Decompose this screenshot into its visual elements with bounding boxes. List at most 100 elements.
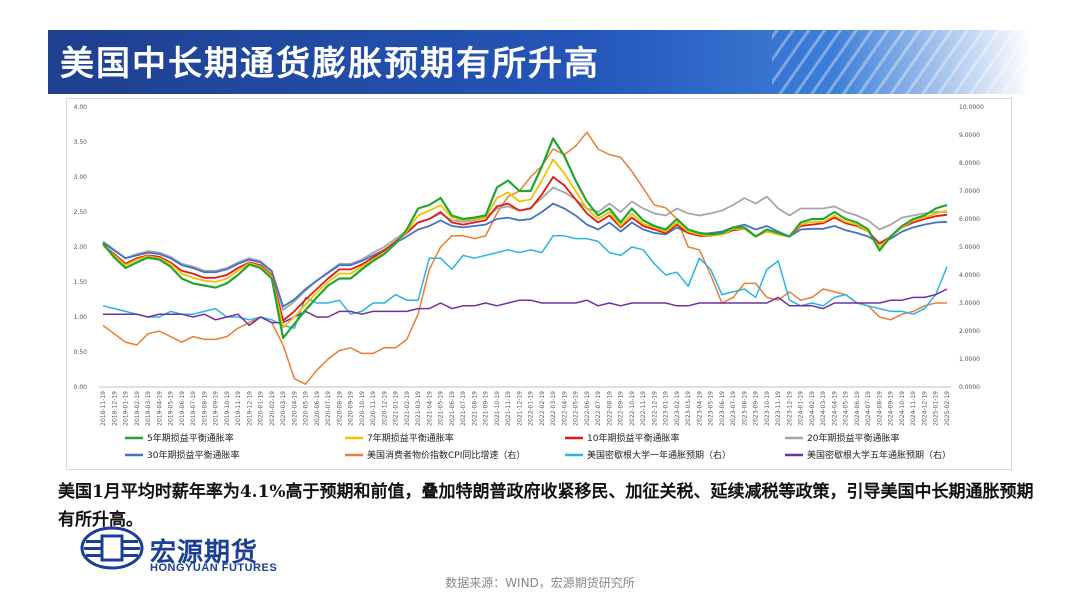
x-tick-label: 2021-06-19 <box>449 391 456 426</box>
y-right-tick-label: 6.0000 <box>959 216 980 223</box>
x-tick-label: 2024-08-19 <box>876 391 883 426</box>
y-right-tick-label: 2.0000 <box>959 328 980 335</box>
data-source: 数据来源：WIND，宏源期货研究所 <box>445 576 635 590</box>
x-tick-label: 2021-01-19 <box>393 391 400 426</box>
x-tick-label: 2019-08-19 <box>201 391 208 426</box>
x-tick-label: 2019-06-19 <box>179 391 186 426</box>
x-tick-label: 2025-02-19 <box>944 391 951 426</box>
x-tick-label: 2022-10-19 <box>629 391 636 426</box>
description-text: 美国1月平均时薪年率为4.1%高于预期和前值，叠加特朗普政府收紧移民、加征关税、… <box>58 478 1038 534</box>
legend-label: 美国消费者物价指数CPI同比增速（右） <box>367 449 525 461</box>
x-tick-label: 2023-04-19 <box>696 391 703 426</box>
logo-name-en: HONGYUAN FUTURES <box>150 562 278 574</box>
x-tick-label: 2023-05-19 <box>708 391 715 426</box>
x-tick-label: 2020-06-19 <box>314 391 321 426</box>
x-tick-label: 2019-04-19 <box>156 391 163 426</box>
series-line-5 <box>102 131 947 385</box>
x-tick-label: 2021-07-19 <box>460 391 467 426</box>
x-tick-label: 2018-11-19 <box>100 391 107 426</box>
x-tick-label: 2022-06-19 <box>584 391 591 426</box>
y-right-tick-label: 7.0000 <box>959 188 980 195</box>
legend-label: 30年期损益平衡通胀率 <box>147 449 239 461</box>
y-left-tick-label: 1.00 <box>74 314 88 321</box>
x-tick-label: 2023-12-19 <box>786 391 793 426</box>
legend-label: 7年期损益平衡通胀率 <box>367 432 454 444</box>
legend-label: 美国密歇根大学五年通胀预期（右） <box>807 449 951 461</box>
legend-label: 美国密歇根大学一年通胀预期（右） <box>587 449 731 461</box>
chart-container: 0.00 0.50 1.00 1.50 2.00 2.50 3.00 3.50 4.00 0.00… <box>66 98 1012 470</box>
hongyuan-logo-icon <box>80 526 144 570</box>
x-tick-label: 2020-09-19 <box>348 391 355 426</box>
x-tick-label: 2019-05-19 <box>168 391 175 426</box>
x-tick-label: 2024-05-19 <box>843 391 850 426</box>
x-tick-label: 2020-04-19 <box>291 391 298 426</box>
x-tick-label: 2020-01-19 <box>258 391 265 426</box>
x-tick-label: 2022-12-19 <box>651 391 658 426</box>
x-tick-label: 2021-09-19 <box>483 391 490 426</box>
x-tick-label: 2023-09-19 <box>753 391 760 426</box>
x-tick-label: 2023-06-19 <box>719 391 726 426</box>
x-tick-label: 2023-11-19 <box>775 391 782 426</box>
x-tick-label: 2023-02-19 <box>674 391 681 426</box>
x-tick-label: 2024-09-19 <box>888 391 895 426</box>
x-tick-label: 2019-01-19 <box>123 391 130 426</box>
x-tick-label: 2023-03-19 <box>685 391 692 426</box>
x-tick-label: 2020-10-19 <box>359 391 366 426</box>
x-tick-label: 2023-07-19 <box>730 391 737 426</box>
series-line-6 <box>102 235 948 329</box>
legend-label: 10年期损益平衡通胀率 <box>587 432 679 444</box>
y-right-tick-label: 5.0000 <box>959 244 980 251</box>
x-tick-label: 2024-04-19 <box>831 391 838 426</box>
x-tick-label: 2024-03-19 <box>820 391 827 426</box>
y-right-tick-label: 0.0000 <box>959 384 980 391</box>
x-tick-label: 2025-01-19 <box>933 391 940 426</box>
title-banner <box>48 30 1032 94</box>
x-tick-label: 2023-08-19 <box>741 391 748 426</box>
y-left-tick-label: 2.00 <box>74 244 88 251</box>
y-left-tick-label: 2.50 <box>74 209 88 216</box>
y-left-tick-label: 0.50 <box>74 349 88 356</box>
x-tick-label: 2019-09-19 <box>213 391 220 426</box>
x-tick-label: 2024-02-19 <box>809 391 816 426</box>
x-tick-label: 2022-01-19 <box>528 391 535 426</box>
line-chart: 0.00 0.50 1.00 1.50 2.00 2.50 3.00 3.50 4.00 0.00… <box>74 104 984 461</box>
x-tick-label: 2021-11-19 <box>505 391 512 426</box>
y-right-tick-label: 8.0000 <box>959 160 980 167</box>
y-right-tick-label: 9.0000 <box>959 132 980 139</box>
x-tick-label: 2020-08-19 <box>336 391 343 426</box>
x-tick-label: 2019-03-19 <box>145 391 152 426</box>
y-left-tick-label: 3.00 <box>74 174 88 181</box>
x-tick-label: 2018-12-19 <box>111 391 118 426</box>
x-tick-label: 2019-07-19 <box>190 391 197 426</box>
x-tick-label: 2022-03-19 <box>550 391 557 426</box>
y-left-tick-label: 3.50 <box>74 139 88 146</box>
banner-stripe-decoration <box>772 30 1032 94</box>
series-line-0 <box>102 137 948 340</box>
x-tick-label: 2022-09-19 <box>618 391 625 426</box>
x-tick-label: 2022-07-19 <box>595 391 602 426</box>
x-tick-label: 2022-05-19 <box>573 391 580 426</box>
x-tick-label: 2022-08-19 <box>606 391 613 426</box>
y-left-tick-label: 4.00 <box>74 104 88 111</box>
x-tick-label: 2022-11-19 <box>640 391 647 426</box>
legend-label: 20年期损益平衡通胀率 <box>807 432 899 444</box>
x-tick-label: 2019-12-19 <box>246 391 253 426</box>
x-tick-label: 2020-03-19 <box>280 391 287 426</box>
x-tick-label: 2020-12-19 <box>381 391 388 426</box>
x-tick-label: 2020-11-19 <box>370 391 377 426</box>
x-tick-label: 2020-05-19 <box>303 391 310 426</box>
x-tick-label: 2023-01-19 <box>663 391 670 426</box>
x-tick-label: 2021-12-19 <box>516 391 523 426</box>
y-right-tick-label: 10.0000 <box>959 104 984 111</box>
x-tick-label: 2024-10-19 <box>899 391 906 426</box>
x-tick-label: 2024-01-19 <box>798 391 805 426</box>
y-left-tick-label: 1.50 <box>74 279 88 286</box>
series-line-7 <box>103 288 948 327</box>
x-tick-label: 2021-02-19 <box>404 391 411 426</box>
x-tick-label: 2023-10-19 <box>764 391 771 426</box>
x-tick-label: 2022-04-19 <box>561 391 568 426</box>
y-left-tick-label: 0.00 <box>74 384 88 391</box>
x-tick-label: 2020-07-19 <box>325 391 332 426</box>
y-right-tick-label: 4.0000 <box>959 272 980 279</box>
y-right-tick-label: 1.0000 <box>959 356 980 363</box>
